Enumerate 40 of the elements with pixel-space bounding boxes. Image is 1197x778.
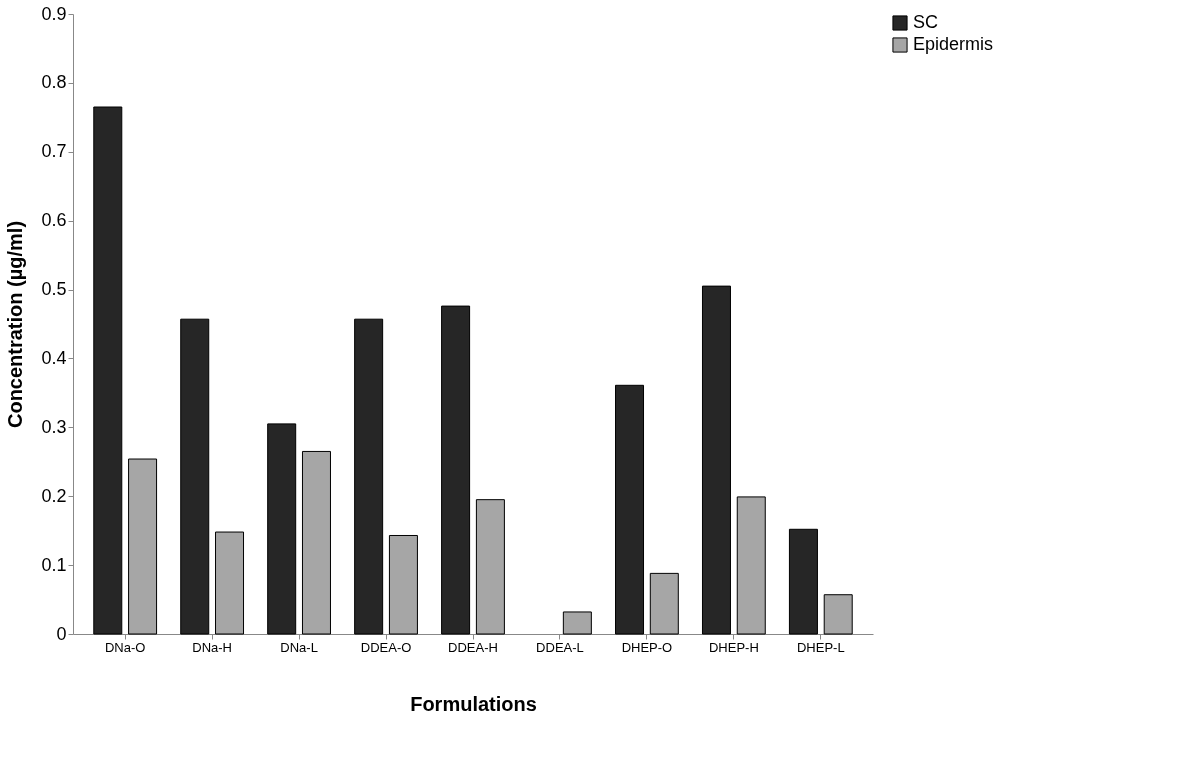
x-tick-label: DHEP-H <box>708 639 759 655</box>
bar <box>823 594 853 635</box>
y-tick-label: 0.1 <box>41 554 67 575</box>
y-tick-label: 0.8 <box>41 72 67 93</box>
bar <box>736 496 766 635</box>
bar <box>475 499 505 635</box>
bar <box>788 528 818 635</box>
y-tick-label: 0.9 <box>41 3 67 24</box>
x-tick-label: DNa-L <box>280 639 318 655</box>
y-tick-label: 0.6 <box>41 210 67 231</box>
bar <box>388 534 418 635</box>
legend-label: Epidermis <box>913 34 994 54</box>
bar <box>215 531 245 635</box>
bar <box>93 106 123 635</box>
x-axis-title: Formulations <box>410 692 537 715</box>
bar <box>180 318 210 635</box>
bar <box>267 423 297 635</box>
bar <box>128 458 158 635</box>
bar <box>701 285 731 635</box>
y-tick-label: 0 <box>56 623 67 644</box>
x-tick-label: DNa-H <box>192 639 232 655</box>
x-tick-label: DNa-O <box>104 639 146 655</box>
y-tick-label: 0.5 <box>41 279 67 300</box>
y-tick-label: 0.4 <box>41 347 67 368</box>
bar <box>615 384 645 635</box>
x-tick-label: DDEA-O <box>360 639 412 655</box>
y-tick-label: 0.7 <box>41 141 67 162</box>
x-tick-label: DDEA-L <box>536 639 584 655</box>
x-tick-label: DHEP-O <box>621 639 673 655</box>
bar <box>441 305 471 635</box>
y-axis-title: Concentration (µg/ml) <box>4 220 27 429</box>
bar <box>649 572 679 635</box>
bar <box>354 318 384 635</box>
bar <box>562 611 592 635</box>
legend-label: SC <box>913 12 939 32</box>
bar <box>301 450 331 635</box>
x-tick-label: DDEA-H <box>448 639 498 655</box>
x-tick-label: DHEP-L <box>796 639 845 655</box>
y-tick-label: 0.2 <box>41 485 67 506</box>
y-tick-label: 0.3 <box>41 416 67 437</box>
